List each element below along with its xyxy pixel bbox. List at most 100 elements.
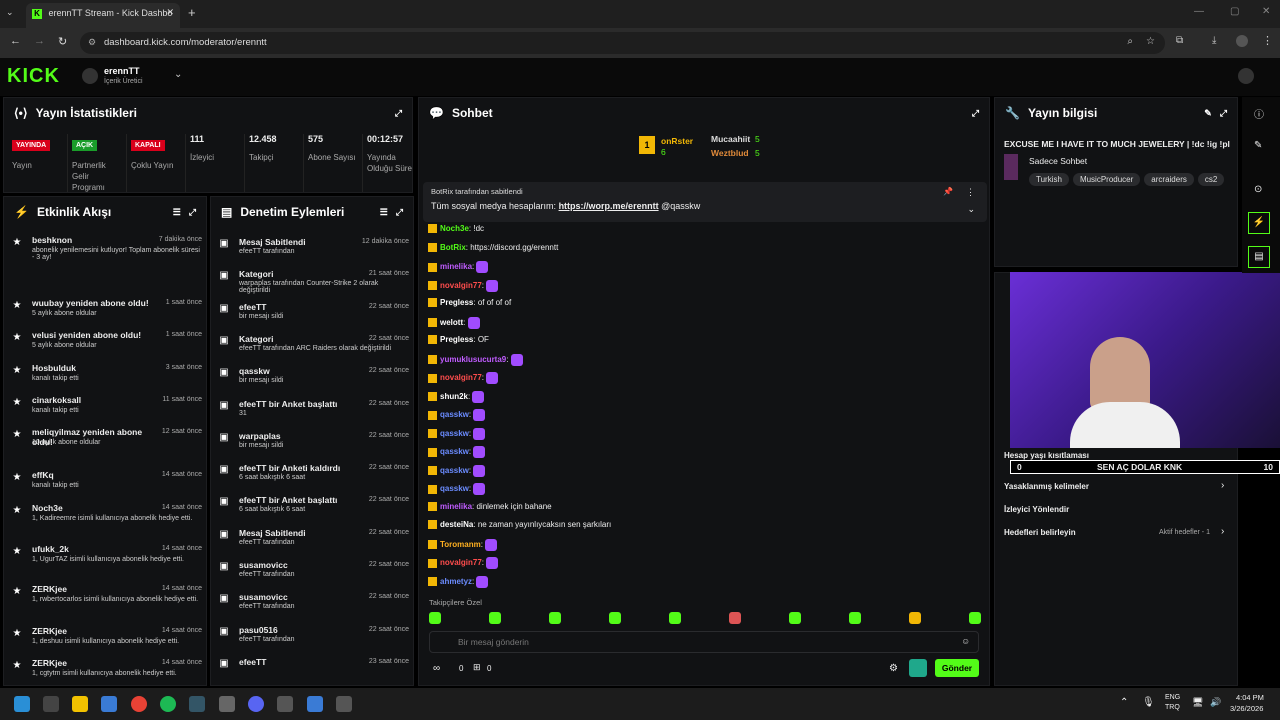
chat-username[interactable]: BotRix — [440, 242, 466, 252]
pinned-link[interactable]: https://worp.me/erenntt — [558, 201, 659, 211]
chat-message[interactable]: Pregless: OF — [428, 335, 489, 345]
chat-username[interactable]: welott — [440, 317, 464, 327]
expand-icon[interactable]: ⤢ — [1219, 107, 1227, 118]
chat-username[interactable]: desteiNa — [440, 520, 474, 529]
emote-icon[interactable] — [789, 612, 801, 624]
chat-message[interactable]: ahmetyz: — [428, 575, 489, 588]
chat-username[interactable]: minelika — [440, 262, 473, 272]
chat-message[interactable]: Toromanm: — [428, 538, 498, 551]
chat-username[interactable]: qasskw — [440, 465, 469, 475]
chat-message[interactable]: minelika: — [428, 261, 489, 273]
viewer-redirect[interactable]: İzleyici Yönlendir — [1004, 505, 1070, 514]
app-icon[interactable] — [336, 696, 352, 712]
chat-message[interactable]: novalgin77: — [428, 372, 499, 384]
app-icon[interactable] — [277, 696, 293, 712]
mic-icon[interactable]: 🎙 — [1142, 697, 1155, 708]
file-explorer-icon[interactable] — [72, 696, 88, 712]
menu-icon[interactable]: ⋮ — [1262, 35, 1273, 47]
set-goals[interactable]: Hedefleri belirleyin — [1004, 528, 1076, 537]
chat-message[interactable]: yumuklusucurta9: — [428, 353, 523, 366]
bolt-rail-icon[interactable]: ⚡ — [1248, 212, 1270, 234]
chat-input[interactable]: Bir mesaj gönderin ☺ — [429, 631, 979, 653]
volume-icon[interactable]: 🔊 — [1210, 697, 1222, 707]
chat-username[interactable]: shun2k — [440, 391, 469, 401]
age-restriction[interactable]: Hesap yaşı kısıtlaması — [1004, 451, 1089, 460]
window-maximize-icon[interactable]: ▢ — [1230, 6, 1240, 17]
steam-icon[interactable] — [189, 696, 205, 712]
new-tab-button[interactable]: + — [188, 5, 196, 20]
tab-close-icon[interactable]: ✕ — [166, 7, 174, 17]
chat-message[interactable]: qasskw: — [428, 409, 486, 421]
chat-message[interactable]: shun2k: — [428, 390, 485, 403]
pinned-more-icon[interactable]: ⋮ — [966, 187, 975, 197]
chat-username[interactable]: novalgin77 — [440, 280, 482, 290]
chat-username[interactable]: ahmetyz — [440, 576, 473, 586]
chat-username[interactable]: minelika — [440, 501, 473, 511]
chat-message[interactable]: Pregless: of of of of — [428, 298, 511, 308]
chat-username[interactable]: qasskw — [440, 447, 469, 457]
emote-icon[interactable] — [849, 612, 861, 624]
zoom-icon[interactable]: ⌕ — [1127, 36, 1133, 47]
forward-icon[interactable]: → — [34, 35, 45, 47]
chat-username[interactable]: novalgin77 — [440, 373, 482, 383]
pencil-icon[interactable]: ✎ — [1254, 140, 1263, 151]
tag[interactable]: Turkish — [1029, 173, 1069, 186]
chat-message[interactable]: qasskw: — [428, 427, 486, 440]
filter-icon[interactable]: ☰ — [379, 206, 388, 217]
tab-list-icon[interactable]: ⌄ — [6, 7, 14, 17]
url-field[interactable]: ⚙ dashboard.kick.com/moderator/erenntt ⌕… — [80, 32, 1165, 54]
reload-icon[interactable]: ↻ — [58, 36, 68, 48]
chat-message[interactable]: qasskw: — [428, 464, 486, 477]
chat-message[interactable]: desteiNa: ne zaman yayınlıycaksın sen şa… — [428, 520, 611, 530]
chat-username[interactable]: Pregless — [440, 298, 474, 307]
lang-1[interactable]: ENG — [1165, 694, 1181, 701]
spotify-icon[interactable] — [160, 696, 176, 712]
chat-message[interactable]: BotRix: https://discord.gg/erenntt — [428, 243, 558, 252]
target-icon[interactable]: ⊙ — [1254, 184, 1263, 195]
clock-date[interactable]: 3/26/2026 — [1230, 704, 1264, 713]
emote-icon[interactable] — [549, 612, 561, 624]
emote-icon[interactable] — [489, 612, 501, 624]
chat-username[interactable]: yumuklusucurta9 — [440, 354, 507, 364]
chat-message[interactable]: Noch3e: !dc — [428, 224, 484, 234]
chat-username[interactable]: Toromanm — [440, 539, 481, 549]
chevron-right-icon[interactable]: › — [1221, 526, 1225, 537]
network-icon[interactable]: 🖥 — [1192, 697, 1204, 707]
pin-icon[interactable]: 📌 — [943, 187, 953, 196]
info-icon[interactable]: ⓘ — [1254, 110, 1264, 121]
chat-username[interactable]: qasskw — [440, 410, 469, 420]
expand-icon[interactable]: ⤢ — [394, 107, 402, 118]
tag[interactable]: cs2 — [1197, 173, 1225, 186]
window-minimize-icon[interactable]: — — [1194, 6, 1204, 17]
chat-username[interactable]: qasskw — [440, 484, 469, 494]
pinned-collapse-icon[interactable]: ⌄ — [967, 204, 975, 214]
chat-message[interactable]: novalgin77: — [428, 279, 499, 292]
emote-icon[interactable] — [909, 612, 921, 624]
emote-icon[interactable] — [429, 612, 441, 624]
emoji-icon[interactable]: ☺ — [961, 636, 970, 646]
chat-username[interactable]: qasskw — [440, 428, 469, 438]
back-icon[interactable]: ← — [10, 35, 21, 47]
site-info-icon[interactable]: ⚙ — [88, 37, 97, 47]
emote-icon[interactable] — [669, 612, 681, 624]
emote-icon[interactable] — [969, 612, 981, 624]
app-icon[interactable] — [219, 696, 235, 712]
tray-up-icon[interactable]: ⌃ — [1120, 697, 1129, 708]
user-avatar[interactable] — [1238, 68, 1254, 84]
category-name[interactable]: Sadece Sohbet — [1029, 156, 1088, 166]
app-icon[interactable] — [307, 696, 323, 712]
expand-icon[interactable]: ⤢ — [971, 107, 979, 118]
chat-username[interactable]: Noch3e — [440, 224, 469, 233]
note-rail-icon[interactable]: ▤ — [1248, 246, 1270, 268]
chat-message[interactable]: novalgin77: — [428, 557, 499, 569]
banned-words[interactable]: Yasaklanmış kelimeler — [1004, 482, 1089, 491]
kick-logo[interactable]: KICK — [7, 65, 60, 87]
discord-icon[interactable] — [248, 696, 264, 712]
expand-icon[interactable]: ⤢ — [188, 206, 196, 217]
channel-avatar[interactable] — [82, 68, 98, 84]
chat-username[interactable]: Pregless — [440, 335, 474, 344]
chat-message[interactable]: qasskw: — [428, 483, 486, 495]
filter-icon[interactable]: ☰ — [172, 206, 181, 217]
kick-emote-button[interactable] — [909, 659, 927, 677]
chrome-icon[interactable] — [131, 696, 147, 712]
